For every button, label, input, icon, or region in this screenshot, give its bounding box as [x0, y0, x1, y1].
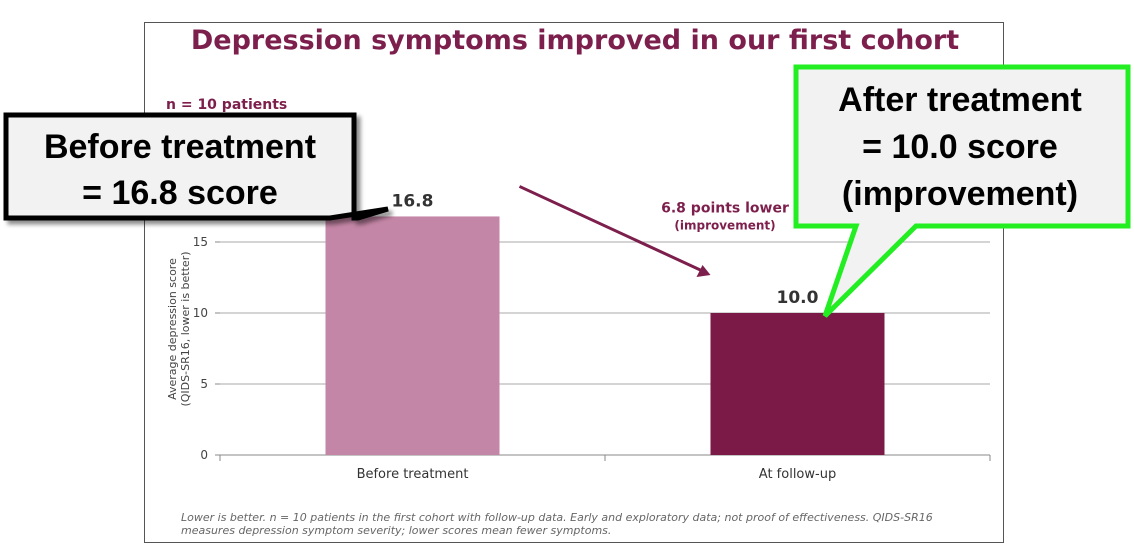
y-tick-label: 15 [193, 235, 208, 249]
callout-right-line-1: After treatment [838, 81, 1082, 119]
x-tick-label: At follow-up [759, 467, 836, 482]
callout-left-line-1: Before treatment [43, 128, 317, 166]
callout-right: After treatment = 10.0 score (improvemen… [790, 63, 1130, 228]
bar-before [325, 216, 500, 455]
annotation-line-1: 6.8 points lower [661, 200, 789, 216]
footnote-line-1: Lower is better. n = 10 patients in the … [181, 511, 933, 524]
y-tick-label: 0 [200, 448, 208, 462]
bar-value-label: 16.8 [392, 191, 434, 211]
improvement-arrow-line [518, 185, 704, 273]
annotation-line-2: (improvement) [674, 218, 775, 232]
chart-title: Depression symptoms improved in our firs… [190, 25, 960, 56]
callout-left: Before treatment = 16.8 score [0, 112, 360, 224]
footnote: Lower is better. n = 10 patients in the … [181, 511, 991, 537]
callout-right-line-3: (improvement) [841, 175, 1079, 213]
callout-left-line-2: = 16.8 score [82, 174, 278, 212]
chart-subtitle: n = 10 patients [166, 97, 288, 113]
y-tick-label: 5 [200, 377, 208, 391]
footnote-line-2: measures depression symptom severity; lo… [181, 524, 612, 537]
improvement-arrow-head [696, 265, 711, 277]
x-tick-label: Before treatment [357, 467, 469, 482]
y-tick-label: 10 [193, 306, 208, 320]
bar-value-label: 10.0 [777, 288, 819, 308]
callout-right-line-2: = 10.0 score [862, 128, 1058, 166]
bar-after [710, 313, 885, 455]
